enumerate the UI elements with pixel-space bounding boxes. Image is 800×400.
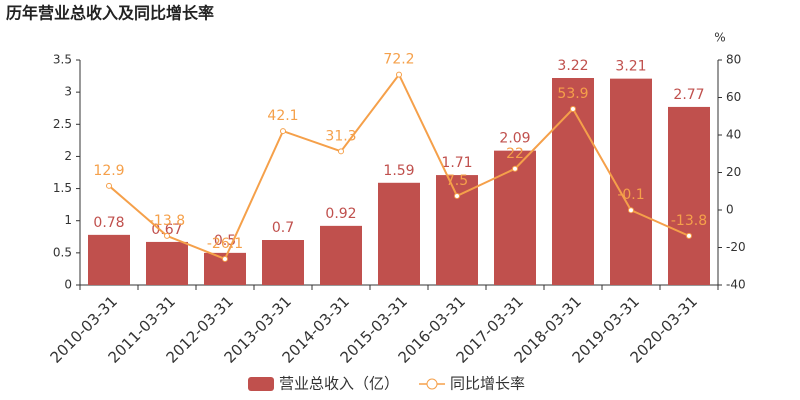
- y2-tick-label: -40: [726, 278, 746, 292]
- bar: [262, 240, 304, 285]
- legend-label: 营业总收入（亿）: [279, 375, 399, 393]
- y2-tick-label: 80: [726, 53, 741, 67]
- line-value-label: 22: [506, 146, 524, 162]
- line-point: [454, 192, 460, 199]
- line-value-label: -26.1: [207, 236, 243, 252]
- bar: [494, 150, 536, 285]
- bar: [552, 78, 594, 285]
- bar-value-label: 2.77: [673, 87, 704, 103]
- line-value-label: 12.9: [93, 163, 124, 179]
- line-point: [106, 182, 112, 189]
- y2-unit: %: [714, 31, 725, 45]
- bar-value-label: 0.92: [325, 206, 356, 222]
- line-point: [222, 255, 228, 262]
- bar-value-label: 1.71: [441, 155, 472, 171]
- y2-tick-label: 20: [726, 165, 741, 179]
- legend-swatch: [248, 377, 274, 391]
- bar-value-label: 3.22: [557, 58, 588, 74]
- bar: [436, 175, 478, 285]
- y-tick-label: 0.5: [53, 245, 72, 259]
- bar: [610, 78, 652, 286]
- bar: [88, 234, 130, 285]
- line-point: [686, 232, 692, 239]
- legend-item: 营业总收入（亿）: [248, 375, 399, 393]
- line-value-label: 31.3: [325, 128, 356, 144]
- line-point: [628, 207, 634, 214]
- y-tick-label: 2.5: [53, 117, 72, 131]
- y-tick-label: 1: [64, 213, 72, 227]
- y-tick-label: 3.5: [53, 53, 72, 67]
- y-tick-label: 2: [64, 149, 72, 163]
- chart-title: 历年营业总收入及同比增长率: [6, 4, 214, 23]
- line-value-label: 7.5: [446, 173, 468, 189]
- line-point: [164, 232, 170, 239]
- bar-value-label: 3.21: [615, 59, 646, 75]
- y-tick-label: 3: [64, 85, 72, 99]
- line-point: [396, 71, 402, 78]
- line-value-label: -13.8: [671, 213, 707, 229]
- bar: [668, 106, 710, 285]
- line-point: [280, 128, 286, 135]
- y-tick-label: 1.5: [53, 181, 72, 195]
- line-point: [570, 105, 576, 112]
- y2-tick-label: 60: [726, 90, 741, 104]
- bar: [378, 182, 420, 285]
- bar-value-label: 0.7: [272, 220, 294, 236]
- bar: [320, 225, 362, 285]
- y2-tick-label: 0: [726, 203, 734, 217]
- y2-tick-label: -20: [726, 240, 746, 254]
- line-value-label: 72.2: [383, 52, 414, 68]
- y-tick-label: 0: [64, 278, 72, 292]
- bar-value-label: 1.59: [383, 163, 414, 179]
- bar-value-label: 0.78: [93, 215, 124, 231]
- line-value-label: 42.1: [267, 108, 298, 124]
- legend-item: 同比增长率: [419, 375, 525, 393]
- line-value-label: -13.8: [149, 213, 185, 229]
- line-value-label: -0.1: [617, 187, 644, 203]
- legend-label: 同比增长率: [450, 375, 525, 393]
- bar-value-label: 2.09: [499, 131, 530, 147]
- legend-swatch-point: [426, 378, 438, 390]
- line-point: [512, 165, 518, 172]
- line-value-label: 53.9: [557, 86, 588, 102]
- line-point: [338, 148, 344, 155]
- y2-tick-label: 40: [726, 128, 741, 142]
- bar-value-label: 0.67: [151, 222, 182, 238]
- bar: [146, 241, 188, 285]
